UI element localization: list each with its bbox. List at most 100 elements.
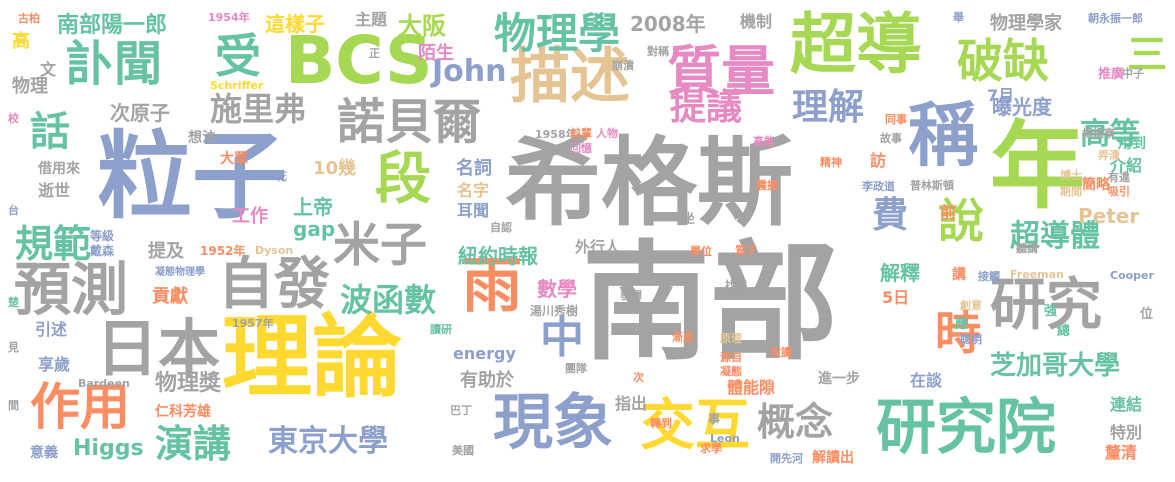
cloud-word: John [432,54,507,89]
cloud-word: Freeman [1010,268,1064,281]
cloud-word: 話 [30,109,70,155]
cloud-word: 段 [375,147,431,212]
cloud-word: 見 [8,341,19,354]
cloud-word: 坐 [682,212,696,227]
cloud-word: 大眾 [220,151,248,167]
cloud-word: Peter [1078,204,1140,228]
cloud-word: 用到 [1118,136,1146,152]
cloud-word: 理解 [792,87,865,128]
cloud-word: 規範 [15,222,92,266]
cloud-word: 質量 [667,40,775,103]
cloud-word: 求學 [700,442,722,455]
cloud-word: 教授 [795,245,817,258]
cloud-word: 預測 [14,257,128,323]
cloud-word: 博士 [1060,169,1082,182]
cloud-word: 諾貝爾 [337,94,482,150]
cloud-word: 數學 [537,277,577,301]
cloud-word: 高 [12,31,30,52]
cloud-word: 特別 [1110,423,1143,442]
cloud-word: 引述 [35,320,68,339]
cloud-word: 找到 [725,279,747,292]
cloud-word: 在談 [910,371,943,390]
cloud-word: 時 [935,306,981,360]
cloud-word: 訃聞 [66,36,163,92]
cloud-word: 享歲 [38,355,71,374]
cloud-word: 物理獎 [155,371,222,396]
cloud-word: 前 [940,203,957,222]
cloud-word: 楚 [8,296,19,309]
cloud-word: 南部陽一郎 [57,13,168,38]
cloud-word: 高能 [753,135,775,148]
cloud-word: 大阪 [398,12,446,40]
cloud-word: 高等 [1080,117,1140,152]
cloud-word: 解讀出 [812,450,854,466]
cloud-word: 台 [8,204,19,217]
cloud-word: 研究 [990,273,1102,338]
cloud-word: 現象 [493,388,613,458]
cloud-word: 說 [938,194,984,248]
cloud-word: 米子 [333,218,427,273]
cloud-word: Dyson [255,244,294,257]
cloud-word: Schriffer [210,79,264,92]
cloud-word: 意義 [30,445,58,461]
cloud-word: 主題 [355,10,388,29]
cloud-word: 次原子 [110,101,170,125]
cloud-word: BCS [285,22,433,99]
cloud-word: 名字 [457,181,490,200]
cloud-word: 前輩 [570,127,592,140]
cloud-word: 正 [369,47,380,60]
cloud-word: 貢獻 [152,286,188,307]
cloud-word: 物理 [12,76,48,97]
cloud-word: energy [453,344,516,363]
cloud-word: 物理學家 [990,13,1062,34]
cloud-word: 花 [276,170,287,183]
cloud-word: 自認 [490,221,512,234]
cloud-word: 介紹 [1110,156,1143,175]
cloud-word: 進一步 [818,371,860,387]
cloud-word: 解釋 [880,261,920,285]
cloud-word: 原理 [720,332,742,345]
cloud-word: 1957年 [232,317,274,330]
cloud-word: 團隊 [565,362,587,375]
cloud-word: 聰明 [960,333,982,346]
cloud-word: 弄清 [1098,149,1120,162]
cloud-word: 借用來 [38,161,80,177]
cloud-word: 普林斯頓 [910,179,954,192]
cloud-word: 7月 [987,86,1015,105]
cloud-word: 總 [1057,324,1071,339]
cloud-word: 崩潰 [612,59,634,72]
cloud-word: 年 [990,112,1086,222]
cloud-word: 提議 [670,87,743,128]
cloud-word: 接觸 [978,270,1000,283]
cloud-word: 美國 [452,444,474,457]
cloud-word: 古柏 [18,12,40,25]
cloud-word: 破缺 [957,34,1049,88]
cloud-word: 開先河 [770,452,803,465]
cloud-word: 質子 [735,244,757,257]
cloud-word: 自發 [218,252,330,317]
cloud-word: 創意 [960,299,982,312]
cloud-word: 5日 [882,288,910,307]
cloud-word: 10幾 [313,158,357,179]
cloud-word: 施里弗 [210,90,307,128]
cloud-word: 訪 [870,151,887,170]
cloud-word: 波函數 [340,281,437,319]
cloud-word: 讀研 [430,323,452,336]
cloud-word: 受 [215,29,261,83]
cloud-word: 有助於 [460,370,514,391]
cloud-word: 曝光度 [992,95,1052,119]
cloud-word: gap [293,217,336,241]
cloud-word: 學位 [690,245,712,258]
cloud-word: 有違 [1108,171,1130,184]
cloud-word: 想法 [188,130,216,146]
cloud-word: 研究院 [876,393,1056,463]
cloud-word: 芝加哥大學 [990,351,1121,381]
cloud-word: 1954年 [208,11,250,24]
cloud-word: 戴森 [90,244,115,258]
cloud-word: Bardeen [78,377,130,390]
cloud-word: 位 [1140,307,1154,322]
cloud-word: 漸底 [672,331,694,344]
cloud-word: 交互 [640,393,751,457]
cloud-word: 粒子 [97,122,288,232]
